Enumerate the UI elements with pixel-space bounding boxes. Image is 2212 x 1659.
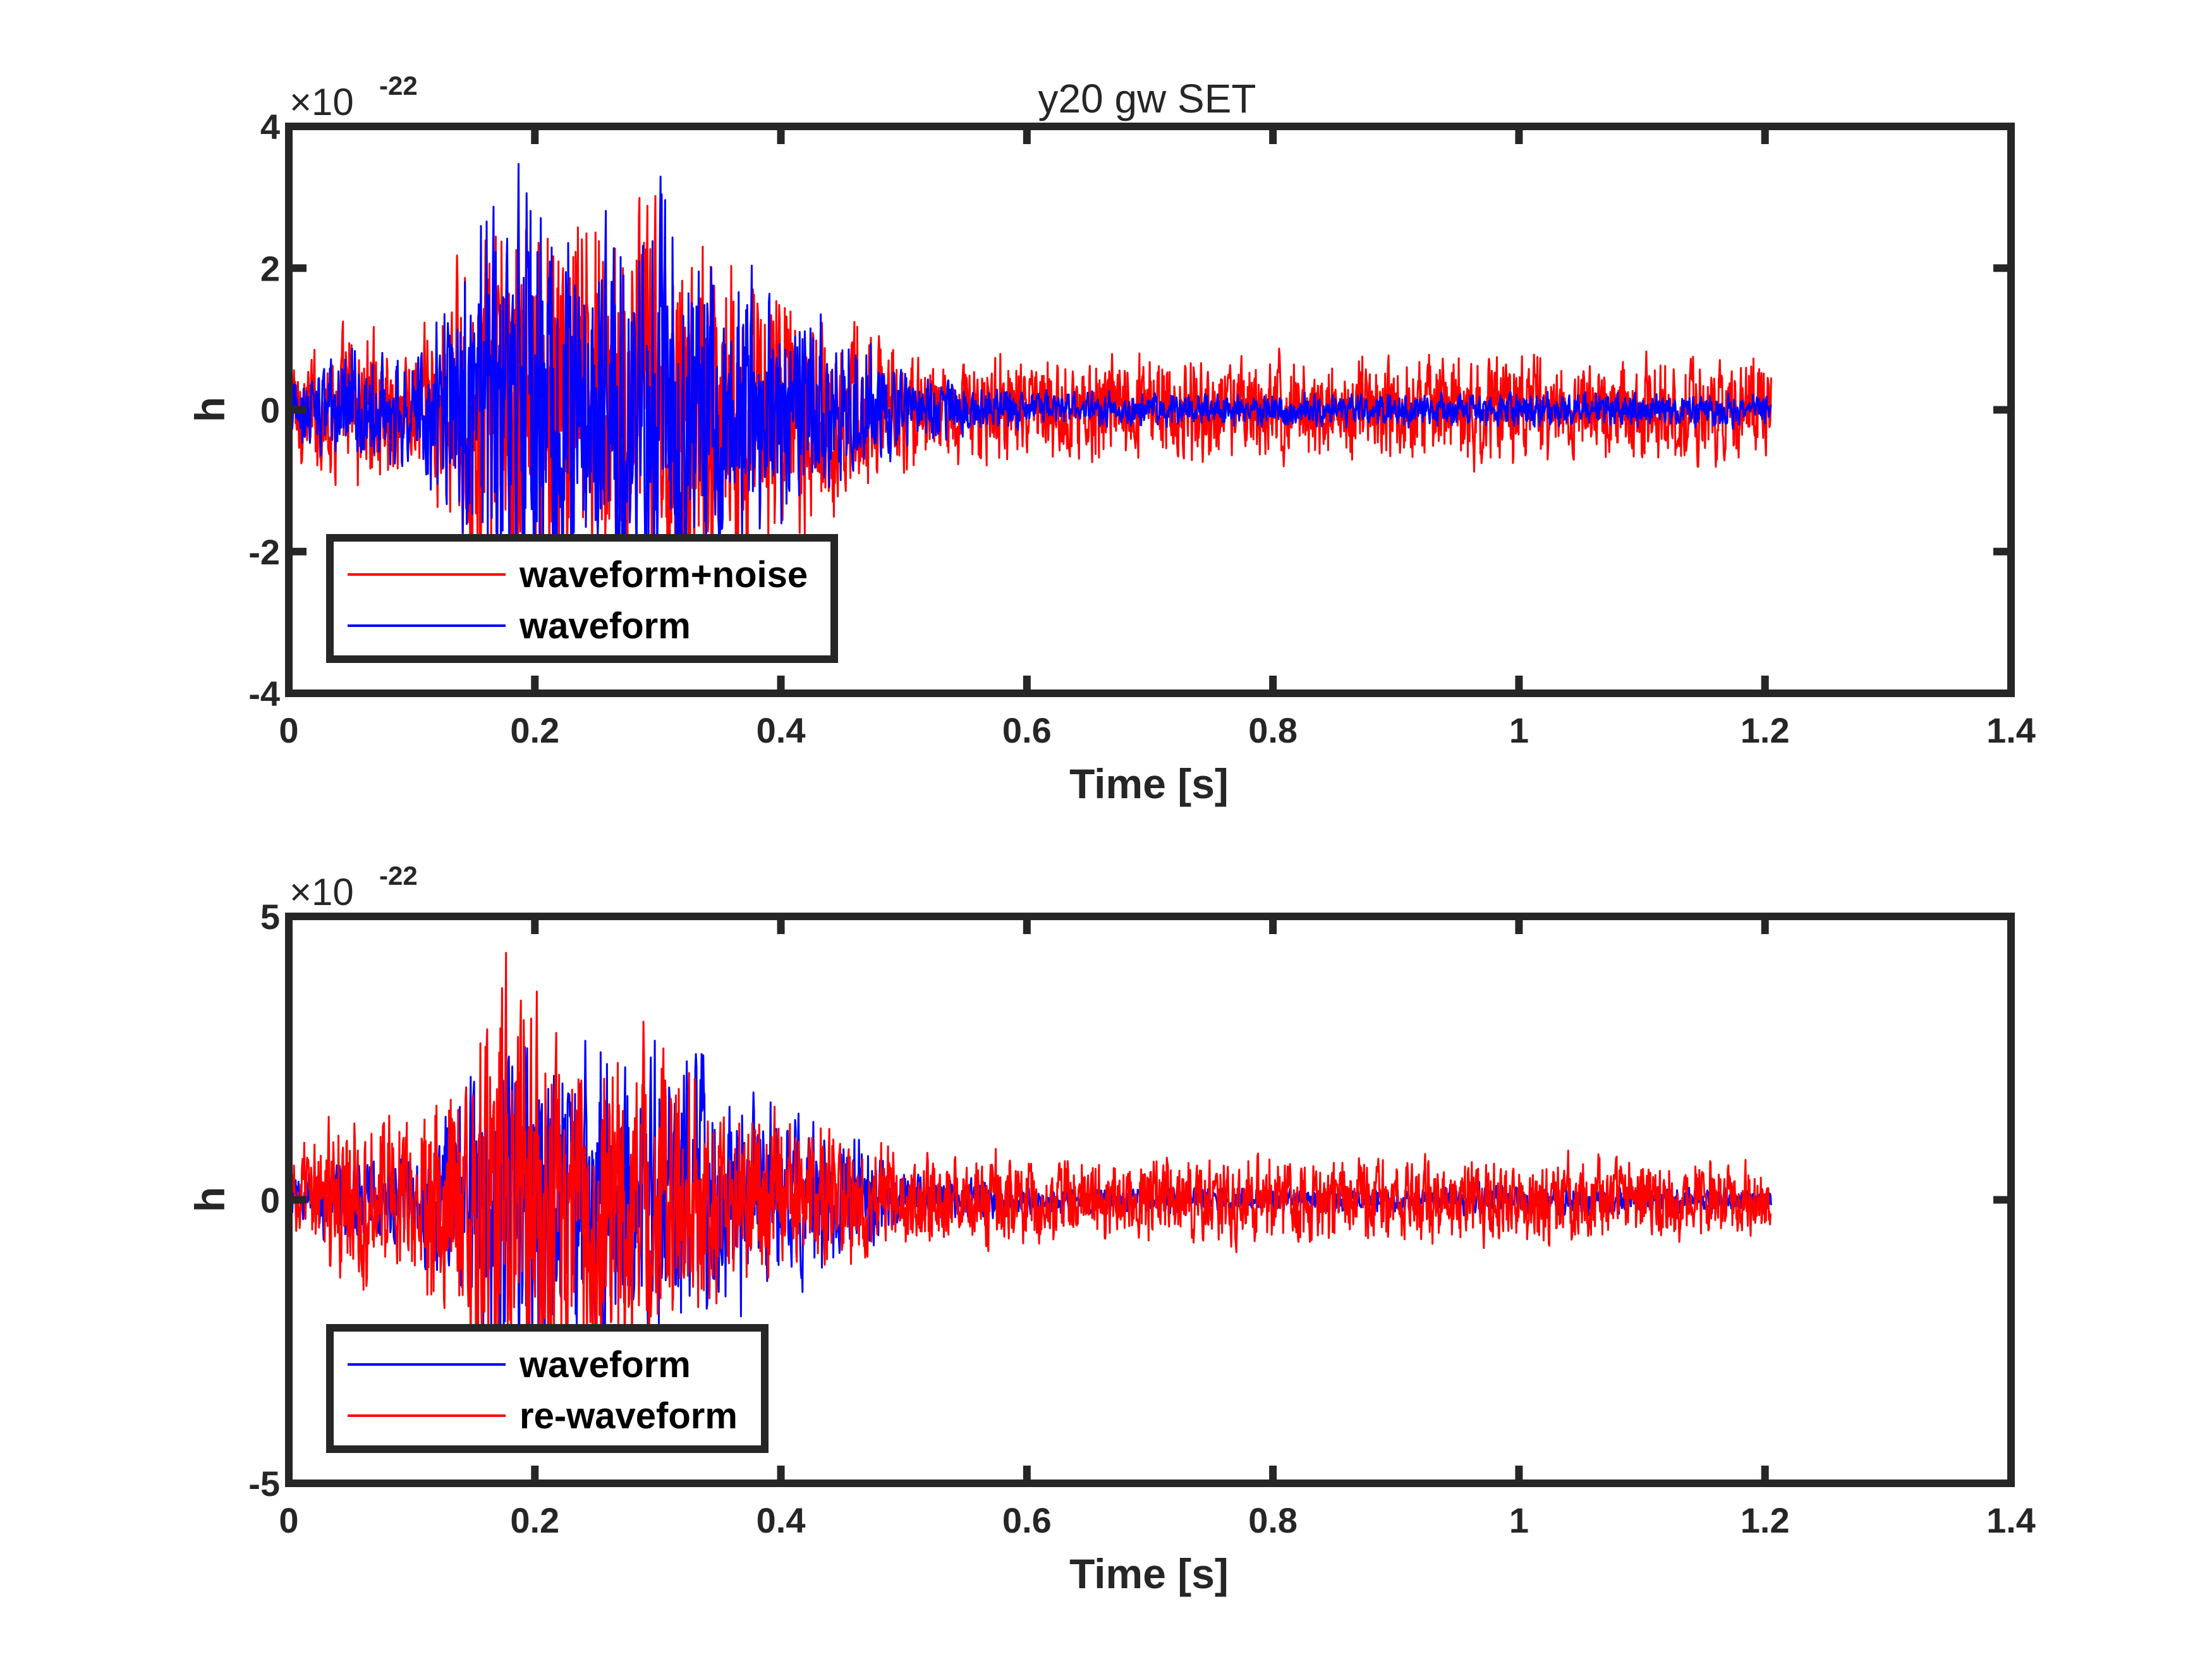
x-axis-label: Time [s] — [1069, 760, 1229, 807]
x-tick-label: 0.2 — [510, 1500, 559, 1540]
y-exponent-power: -22 — [379, 71, 418, 100]
x-tick-label: 0.6 — [1002, 1500, 1052, 1540]
x-tick-label: 1.4 — [1986, 1500, 2036, 1540]
legend-label-waveform: waveform — [519, 1344, 691, 1385]
series-layer-top — [289, 163, 1772, 641]
legend-label-re-waveform: re-waveform — [520, 1395, 738, 1437]
legend-box — [326, 1324, 769, 1453]
ticks-top: 0 0.2 0.4 0.6 0.8 1 1.2 1.4 -4 -2 0 2 4 — [248, 107, 2036, 750]
x-tick-label: 0.8 — [1248, 1500, 1297, 1540]
x-tick-label: 1 — [1509, 1500, 1529, 1540]
x-tick-label: 0.4 — [757, 710, 806, 750]
y-exponent-power: -22 — [379, 861, 418, 890]
y-axis-label: h — [186, 397, 233, 422]
subplot-bottom: ×10 -22 0 0.2 0.4 0.6 0.8 1 1.2 1.4-505 Time [s… — [186, 861, 2036, 1597]
y-axis-label: h — [186, 1187, 233, 1212]
x-tick-label: 1.2 — [1741, 1500, 1790, 1540]
y-tick-label: -5 — [248, 1464, 280, 1504]
legend-box — [326, 534, 838, 663]
y-tick-label: 4 — [260, 107, 280, 147]
chart-title: y20 gw SET — [1038, 76, 1256, 121]
x-tick-label: 0.8 — [1248, 710, 1297, 750]
y-tick-label: 5 — [260, 897, 280, 937]
y-tick-label: -2 — [248, 532, 280, 572]
x-tick-label: 1.2 — [1741, 710, 1790, 750]
x-tick-label: 1.4 — [1986, 710, 2036, 750]
y-exponent-base: ×10 — [289, 81, 354, 123]
y-exponent-base: ×10 — [289, 871, 354, 913]
y-exponent-label: ×10 -22 — [289, 71, 418, 123]
x-tick-label: 0.4 — [757, 1500, 806, 1540]
x-tick-label: 0 — [279, 1500, 298, 1540]
legend-label-waveform-noise: waveform+noise — [519, 554, 808, 595]
x-tick-label: 0.2 — [510, 710, 559, 750]
y-tick-label: 0 — [260, 391, 280, 430]
legend-bottom: waveform re-waveform — [326, 1324, 769, 1453]
legend-label-waveform: waveform — [519, 605, 691, 647]
ticks-bottom: 0 0.2 0.4 0.6 0.8 1 1.2 1.4-505 — [248, 897, 2036, 1540]
x-tick-label: 1 — [1509, 710, 1529, 750]
y-exponent-label: ×10 -22 — [289, 861, 418, 913]
y-tick-label: 0 — [260, 1181, 280, 1220]
series-line-re-waveform — [289, 952, 1772, 1425]
series-layer-bottom — [289, 952, 1772, 1425]
series-line-waveform — [289, 163, 1772, 641]
x-axis-label: Time [s] — [1069, 1550, 1229, 1597]
subplot-top: y20 gw SET ×10 -22 0 0.2 0.4 0.6 0.8 1 1.2 1.4-… — [186, 71, 2036, 807]
y-tick-label: 2 — [260, 248, 280, 288]
y-tick-label: -4 — [248, 674, 280, 714]
x-tick-label: 0 — [279, 710, 298, 750]
legend-top: waveform+noise waveform — [326, 534, 838, 663]
x-tick-label: 0.6 — [1002, 710, 1052, 750]
